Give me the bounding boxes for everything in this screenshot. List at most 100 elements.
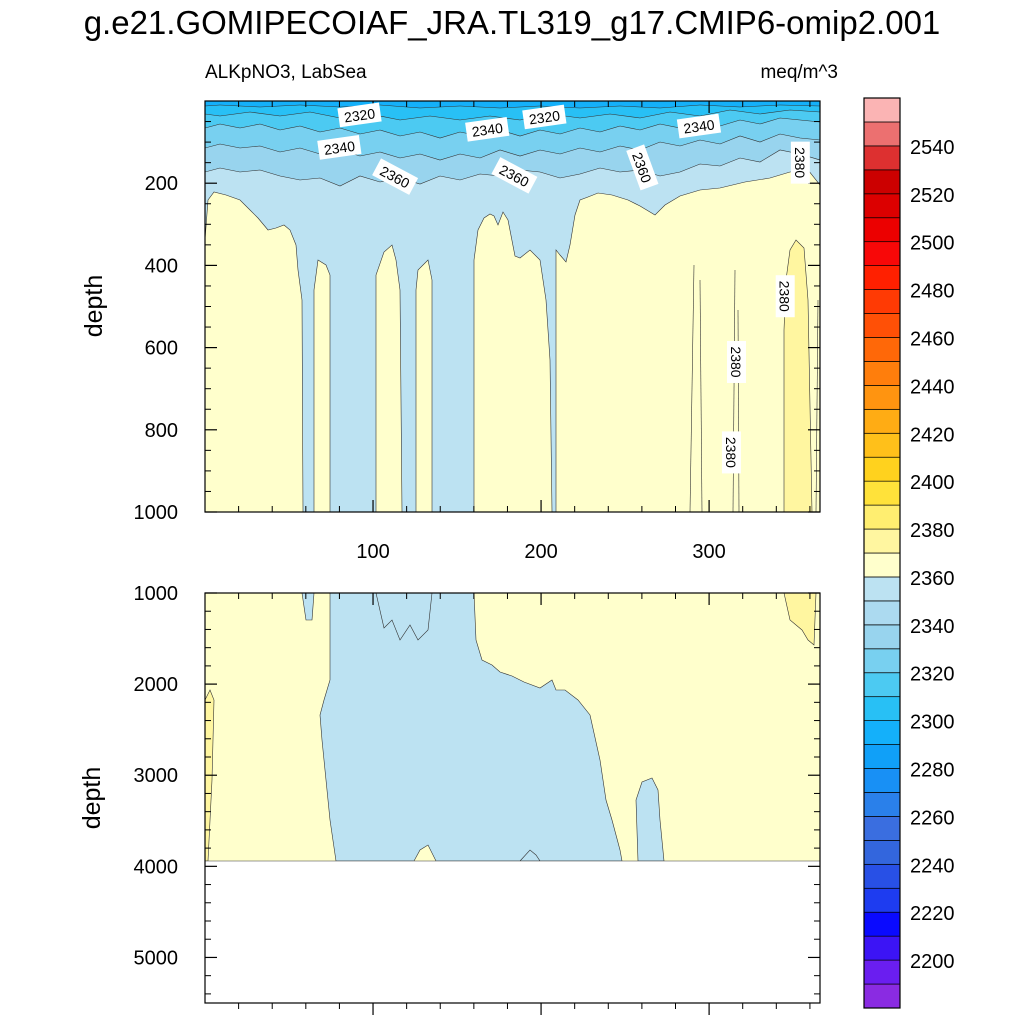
colorbar-box [863, 840, 901, 865]
upper-y-tick-label: 200 [145, 173, 178, 195]
colorbar-box [863, 816, 901, 841]
colorbar-box [863, 313, 901, 338]
colorbar-box [863, 432, 901, 458]
lower-y-tick-label: 5000 [134, 947, 179, 969]
field-lower-2340-2360 [319, 593, 623, 862]
colorbar-box [863, 696, 901, 721]
units-subtitle: meq/m^3 [760, 62, 838, 83]
colorbar-box [863, 911, 901, 937]
upper-x-tick-label: 100 [356, 541, 389, 563]
field-lower-2340-2360-d [375, 593, 433, 641]
contour-label: 2340 [465, 116, 510, 142]
field-lower-2340-2360-b [635, 777, 665, 862]
upper-x-tick-label: 300 [692, 541, 725, 563]
colorbar-box [863, 672, 901, 698]
colorbar-label: 2380 [910, 520, 955, 542]
colorbar-label: 2320 [910, 664, 955, 686]
lower-plot-frame [204, 592, 821, 1004]
svg-text:2320: 2320 [528, 107, 561, 127]
colorbar-box [863, 145, 901, 171]
contour-label: 2320 [337, 102, 382, 128]
contour-label: 2380 [790, 141, 810, 184]
colorbar-box [863, 169, 901, 195]
colorbar-box [863, 408, 901, 434]
upper-y-tick-label: 1000 [134, 502, 179, 524]
colorbar-box [863, 624, 901, 650]
contour-label: 2340 [317, 135, 362, 160]
colorbar-label: 2280 [910, 760, 955, 782]
colorbar-label: 2200 [910, 951, 955, 973]
colorbar-label: 2340 [910, 616, 955, 638]
colorbar-box [863, 863, 901, 889]
ocean-floor-mask [205, 861, 820, 1003]
colorbar-box [863, 552, 901, 578]
colorbar-label: 2260 [910, 807, 955, 829]
colorbar-box [863, 768, 901, 793]
contour-label: 2340 [676, 113, 722, 139]
colorbar-label: 2440 [910, 376, 955, 398]
colorbar-label: 2300 [910, 712, 955, 734]
colorbar-box [863, 935, 901, 961]
colorbar: 2200 2220 2240 2260 2280 2300 2320 2340 2360 2380… [863, 97, 955, 1009]
colorbar-label: 2420 [910, 424, 955, 446]
lower-y-axis-label: depth [78, 767, 106, 830]
colorbar-box [863, 456, 901, 482]
upper-y-axis-label: depth [80, 275, 108, 338]
lower-panel: 1000 2000 3000 4000 5000 depth [78, 583, 821, 1015]
chart-title: g.e21.GOMIPECOIAF_JRA.TL319_g17.CMIP6-om… [83, 4, 941, 41]
lower-axis-ticks: 1000 2000 3000 4000 5000 [134, 583, 820, 1015]
colorbar-label: 2540 [910, 137, 955, 159]
upper-y-tick-label: 800 [145, 420, 178, 442]
field-top-skin [205, 101, 820, 109]
svg-text:2320: 2320 [343, 105, 376, 125]
colorbar-label: 2520 [910, 185, 955, 207]
colorbar-box [863, 193, 901, 219]
colorbar-box [863, 337, 901, 362]
colorbar-box [863, 744, 901, 769]
upper-y-tick-label: 400 [145, 255, 178, 277]
lower-y-tick-label: 1000 [134, 583, 179, 605]
svg-text:2380: 2380 [728, 346, 744, 377]
colorbar-label: 2220 [910, 903, 955, 925]
contour-label: 2380 [775, 275, 795, 318]
colorbar-box [863, 720, 901, 745]
lower-y-tick-label: 3000 [134, 765, 179, 787]
contour-label: 2320 [522, 104, 567, 130]
colorbar-frame [863, 97, 901, 1009]
colorbar-box [863, 121, 901, 147]
left-subtitle: ALKpNO3, LabSea [205, 62, 367, 83]
colorbar-box [863, 289, 901, 314]
colorbar-box [863, 361, 901, 386]
colorbar-box [863, 792, 901, 817]
colorbar-box [863, 97, 901, 123]
svg-text:2340: 2340 [471, 120, 504, 140]
colorbar-box [863, 648, 901, 674]
colorbar-box [863, 959, 901, 985]
colorbar-label: 2480 [910, 281, 955, 303]
colorbar-label: 2240 [910, 855, 955, 877]
colorbar-label: 2400 [910, 472, 955, 494]
field-lower-2340-2360-c [301, 593, 315, 621]
svg-text:2340: 2340 [323, 138, 356, 158]
upper-y-tick-label: 600 [145, 338, 178, 360]
field-2340-2360 [205, 101, 820, 512]
colorbar-label: 2460 [910, 328, 955, 350]
upper-x-tick-label: 200 [524, 541, 557, 563]
upper-panel: 200 400 600 800 1000 100 200 300 2320 2320 2340 23… [80, 100, 821, 563]
svg-text:2380: 2380 [723, 437, 739, 468]
colorbar-box [863, 385, 901, 410]
field-lower-2380-2400 [783, 593, 817, 646]
upper-axis-ticks: 200 400 600 800 1000 100 200 300 [134, 101, 820, 563]
colorbar-box [863, 217, 901, 243]
contour-label: 2380 [726, 340, 746, 383]
svg-text:2340: 2340 [682, 116, 715, 136]
svg-text:2380: 2380 [792, 147, 808, 178]
lower-y-tick-label: 2000 [134, 674, 179, 696]
colorbar-box [863, 600, 901, 626]
colorbar-label: 2500 [910, 233, 955, 255]
svg-text:2380: 2380 [777, 281, 793, 312]
colorbar-box [863, 241, 901, 266]
colorbar-box [863, 265, 901, 290]
